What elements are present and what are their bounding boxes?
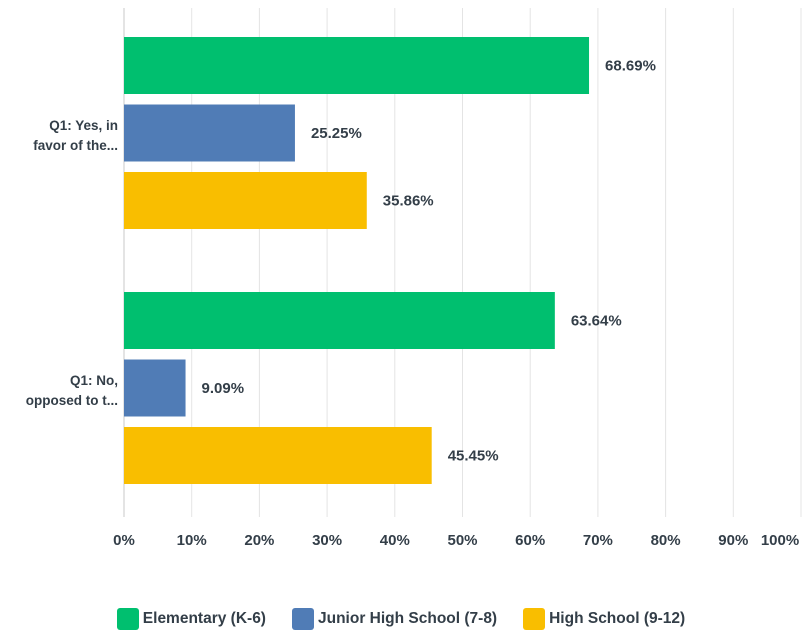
category-labels: Q1: Yes, in favor of the... Q1: No, opposed… bbox=[26, 118, 118, 408]
legend-item-junior-high: Junior High School (7-8) bbox=[291, 608, 498, 630]
legend: Elementary (K-6) Junior High School (7-8… bbox=[0, 608, 802, 630]
x-tick-label: 0% bbox=[113, 532, 135, 549]
category-label: favor of the... bbox=[33, 138, 118, 153]
x-tick-label: 70% bbox=[583, 532, 613, 549]
x-axis-ticks: 0% 10% 20% 30% 40% 50% 60% 70% 80% 90% 100% bbox=[113, 532, 799, 549]
bar bbox=[124, 427, 432, 484]
bar-group bbox=[124, 37, 590, 484]
x-tick-label: 20% bbox=[244, 532, 274, 549]
bar-chart: 68.69% 25.25% 35.86% 63.64% 9.09% 45.45% Q1: … bbox=[26, 8, 802, 549]
bar bbox=[124, 292, 555, 349]
legend-swatch bbox=[291, 608, 314, 630]
legend-swatch bbox=[116, 608, 139, 630]
bar-value-label: 68.69% bbox=[605, 58, 656, 75]
legend-label: Junior High School (7-8) bbox=[317, 610, 498, 627]
category-label: Q1: Yes, in bbox=[49, 118, 118, 133]
x-tick-label: 60% bbox=[515, 532, 545, 549]
category-label: Q1: No, bbox=[70, 373, 118, 388]
legend-swatch bbox=[523, 608, 546, 630]
legend-label: Elementary (K-6) bbox=[142, 610, 266, 627]
bar-value-label: 45.45% bbox=[448, 448, 499, 465]
legend-item-elementary: Elementary (K-6) bbox=[116, 608, 266, 630]
bar-value-label: 25.25% bbox=[311, 125, 362, 142]
bar-value-label: 63.64% bbox=[571, 313, 622, 330]
bar-value-label: 9.09% bbox=[202, 380, 245, 397]
bar bbox=[124, 104, 295, 162]
data-labels: 68.69% 25.25% 35.86% 63.64% 9.09% 45.45% bbox=[202, 58, 656, 465]
x-tick-label: 100% bbox=[761, 532, 799, 549]
bar bbox=[124, 359, 186, 417]
x-tick-label: 40% bbox=[380, 532, 410, 549]
x-tick-label: 80% bbox=[651, 532, 681, 549]
category-label: opposed to t... bbox=[26, 393, 118, 408]
x-tick-label: 50% bbox=[447, 532, 477, 549]
bar bbox=[124, 172, 367, 229]
x-tick-label: 90% bbox=[718, 532, 748, 549]
x-tick-label: 30% bbox=[312, 532, 342, 549]
legend-label: High School (9-12) bbox=[549, 610, 686, 627]
bar-value-label: 35.86% bbox=[383, 193, 434, 210]
bar bbox=[124, 37, 590, 94]
x-tick-label: 10% bbox=[177, 532, 207, 549]
legend-item-high-school: High School (9-12) bbox=[523, 608, 685, 630]
